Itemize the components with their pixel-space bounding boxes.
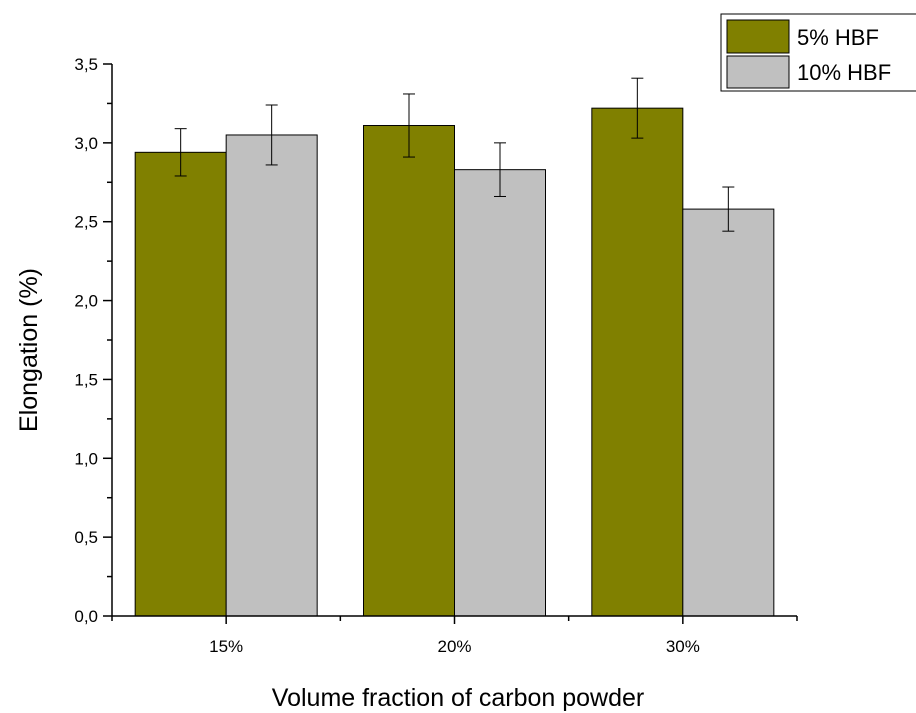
error-bar-30%-5% HBF xyxy=(631,77,644,139)
y-tick-label: 1,5 xyxy=(74,370,98,389)
y-tick-label: 2,5 xyxy=(74,213,98,232)
x-axis-title: Volume fraction of carbon powder xyxy=(272,684,644,712)
y-tick-label: 0,0 xyxy=(74,607,98,626)
bar-15%-5% HBF xyxy=(134,151,227,617)
error-bar-20%-10% HBF xyxy=(494,142,506,197)
error-bars-layer xyxy=(174,77,735,232)
x-tick-label-30%: 30% xyxy=(666,637,700,656)
y-axis-title: Elongation (%) xyxy=(15,268,43,432)
bar-20%-10% HBF xyxy=(454,169,546,617)
error-bar-15%-10% HBF xyxy=(265,104,278,166)
y-tick-label: 1,0 xyxy=(74,449,98,468)
legend-swatch-5pct-hbf xyxy=(726,19,790,54)
bar-30%-5% HBF xyxy=(591,107,684,617)
y-tick-label: 3,5 xyxy=(74,55,98,74)
x-tick-label-20%: 20% xyxy=(437,637,471,656)
legend-label-5pct-hbf: 5% HBF xyxy=(797,25,879,50)
y-tick-label: 3,0 xyxy=(74,134,98,153)
error-bar-30%-10% HBF xyxy=(722,186,735,232)
bar-15%-10% HBF xyxy=(225,134,318,617)
legend: 5% HBF 10% HBF xyxy=(720,13,916,92)
x-ticks-layer: 15% 20% 30% xyxy=(111,616,798,656)
y-ticks-layer: 0,0 0,5 1,0 1,5 2,0 2,5 3,0 3,5 xyxy=(74,55,112,626)
bar-30%-10% HBF xyxy=(682,208,775,617)
y-tick-label: 0,5 xyxy=(74,528,98,547)
error-bar-15%-5% HBF xyxy=(174,128,187,177)
bar-20%-5% HBF xyxy=(363,125,455,617)
legend-swatch-10pct-hbf xyxy=(726,55,790,89)
error-bar-20%-5% HBF xyxy=(403,93,415,158)
x-tick-label-15%: 15% xyxy=(209,637,243,656)
legend-label-10pct-hbf: 10% HBF xyxy=(797,60,891,85)
y-tick-label: 2,0 xyxy=(74,292,98,311)
bars-layer xyxy=(134,107,775,617)
